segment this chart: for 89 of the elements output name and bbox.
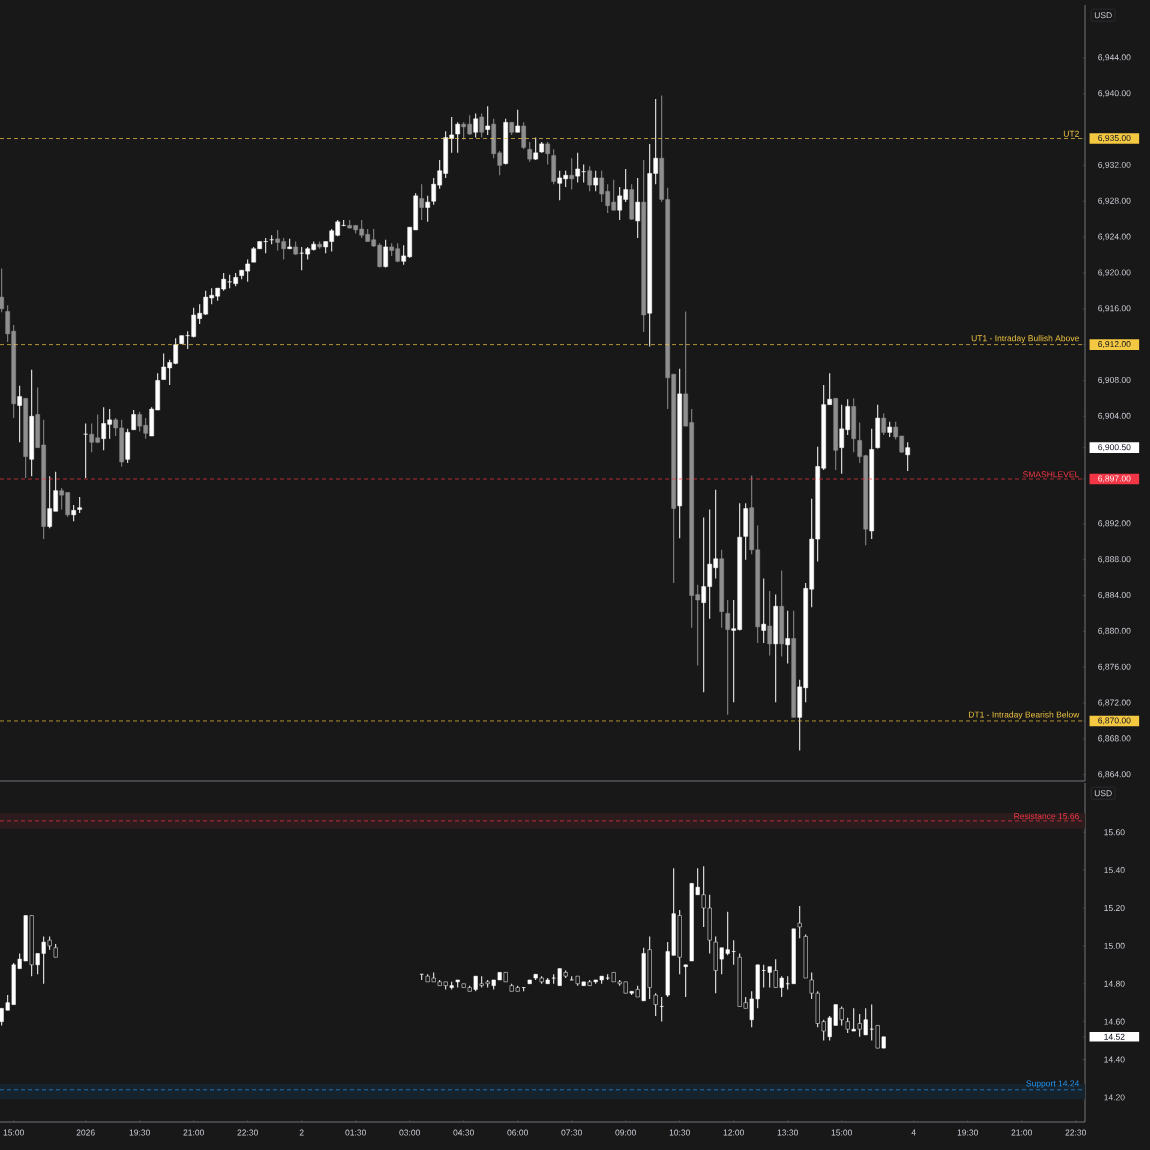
y-tick-label: 14.20 <box>1104 1094 1125 1101</box>
candlestick <box>419 183 424 221</box>
candlestick <box>0 267 4 313</box>
candlestick <box>479 112 484 139</box>
ref-line-label: Support 14.24 <box>1026 1080 1080 1089</box>
candlestick <box>521 121 526 150</box>
text: USD <box>1094 12 1112 19</box>
y-tick-label: 6,892.00 <box>1098 520 1131 528</box>
x-tick-label: 4 <box>911 1129 916 1136</box>
candlestick <box>569 157 574 191</box>
y-tick-label: 6,872.00 <box>1098 699 1131 707</box>
y-tick-label: 15.40 <box>1104 867 1125 874</box>
x-tick-label: 12:00 <box>723 1129 744 1136</box>
ref-line-label: SMASHLEVEL <box>1023 471 1080 478</box>
x-tick-label: 09:00 <box>615 1129 636 1136</box>
y-tick-label: 14.80 <box>1104 980 1125 987</box>
y-tick-label: 6,888.00 <box>1098 556 1131 564</box>
y-tick-label: 6,932.00 <box>1098 161 1131 169</box>
candlestick <box>905 441 910 472</box>
candlestick <box>263 237 268 254</box>
candlestick <box>761 577 766 644</box>
candlestick <box>383 239 388 269</box>
candlestick <box>575 152 580 183</box>
y-tick-label: 6,912.00 <box>1098 341 1131 349</box>
x-tick-label: 22:30 <box>237 1129 258 1136</box>
candlestick <box>83 422 88 479</box>
x-tick-label: 19:30 <box>957 1129 978 1136</box>
y-tick-label: 15.00 <box>1104 942 1125 949</box>
x-tick-label: 15:00 <box>3 1129 24 1136</box>
y-tick-label: 6,924.00 <box>1098 233 1131 241</box>
x-tick-label: 07:30 <box>561 1129 582 1136</box>
y-tick-label: 14.40 <box>1104 1056 1125 1063</box>
y-tick-label: 6,897.00 <box>1098 475 1131 483</box>
y-tick-label: 6,940.00 <box>1098 90 1131 98</box>
candlestick <box>545 141 550 165</box>
x-tick-label: 21:00 <box>1011 1129 1032 1136</box>
y-tick-label: 14.60 <box>1104 1018 1125 1025</box>
y-tick-label: 6,935.00 <box>1098 135 1131 143</box>
x-tick-label: 22:30 <box>1065 1129 1086 1136</box>
candlestick <box>131 409 136 431</box>
candlestick <box>473 112 478 139</box>
x-tick-label: 19:30 <box>129 1129 150 1136</box>
ref-line-label: UT2 <box>1063 130 1079 137</box>
candlestick <box>485 105 490 136</box>
candlestick <box>581 163 586 183</box>
y-tick-label: 6,944.00 <box>1098 54 1131 62</box>
y-tick-label: 6,880.00 <box>1098 627 1131 635</box>
y-tick-label: 6,864.00 <box>1098 771 1131 779</box>
x-tick-label: 10:30 <box>669 1129 690 1136</box>
candlestick <box>785 610 790 665</box>
y-tick-label: 6,868.00 <box>1098 735 1131 743</box>
text: USD <box>1094 790 1112 797</box>
x-tick-label: 01:30 <box>345 1129 366 1136</box>
ref-line-label: DT1 - Intraday Bearish Below <box>968 711 1080 720</box>
candlestick <box>797 905 802 939</box>
candlestick <box>683 964 688 998</box>
candlestick <box>635 177 640 239</box>
y-tick-label: 6,884.00 <box>1098 592 1131 600</box>
x-tick-label: 2026 <box>76 1129 95 1136</box>
candlestick <box>527 141 532 163</box>
x-tick-label: 21:00 <box>183 1129 204 1136</box>
x-tick-label: 13:30 <box>777 1129 798 1136</box>
ref-line-label: Resistance 15.66 <box>1014 812 1079 820</box>
candlestick <box>731 939 736 966</box>
candlestick <box>881 413 886 436</box>
y-tick-label: 6,928.00 <box>1098 197 1131 205</box>
candlestick <box>515 109 520 133</box>
ref-line-label: UT1 - Intraday Bullish Above <box>971 334 1079 343</box>
y-tick-label: 14.52 <box>1104 1033 1125 1040</box>
y-tick-label: 6,876.00 <box>1098 663 1131 671</box>
y-tick-label: 15.60 <box>1104 829 1125 836</box>
x-tick-label: 03:00 <box>399 1129 420 1136</box>
y-tick-label: 6,904.00 <box>1098 412 1131 420</box>
candlestick <box>593 170 598 192</box>
y-tick-label: 15.20 <box>1104 904 1125 911</box>
y-tick-label: 6,908.00 <box>1098 376 1131 384</box>
x-tick-label: 2 <box>299 1129 304 1136</box>
candlestick <box>725 599 730 716</box>
y-tick-label: 6,920.00 <box>1098 269 1131 277</box>
x-tick-label: 15:00 <box>831 1129 852 1136</box>
candlestick <box>767 590 772 657</box>
candlestick <box>653 992 658 1017</box>
x-tick-label: 06:00 <box>507 1129 528 1136</box>
candlestick <box>587 165 592 192</box>
candlestick <box>17 385 22 443</box>
x-tick-label: 04:30 <box>453 1129 474 1136</box>
y-tick-label: 6,870.00 <box>1098 717 1131 725</box>
y-tick-label: 6,900.50 <box>1098 444 1131 452</box>
y-tick-label: 6,916.00 <box>1098 305 1131 313</box>
